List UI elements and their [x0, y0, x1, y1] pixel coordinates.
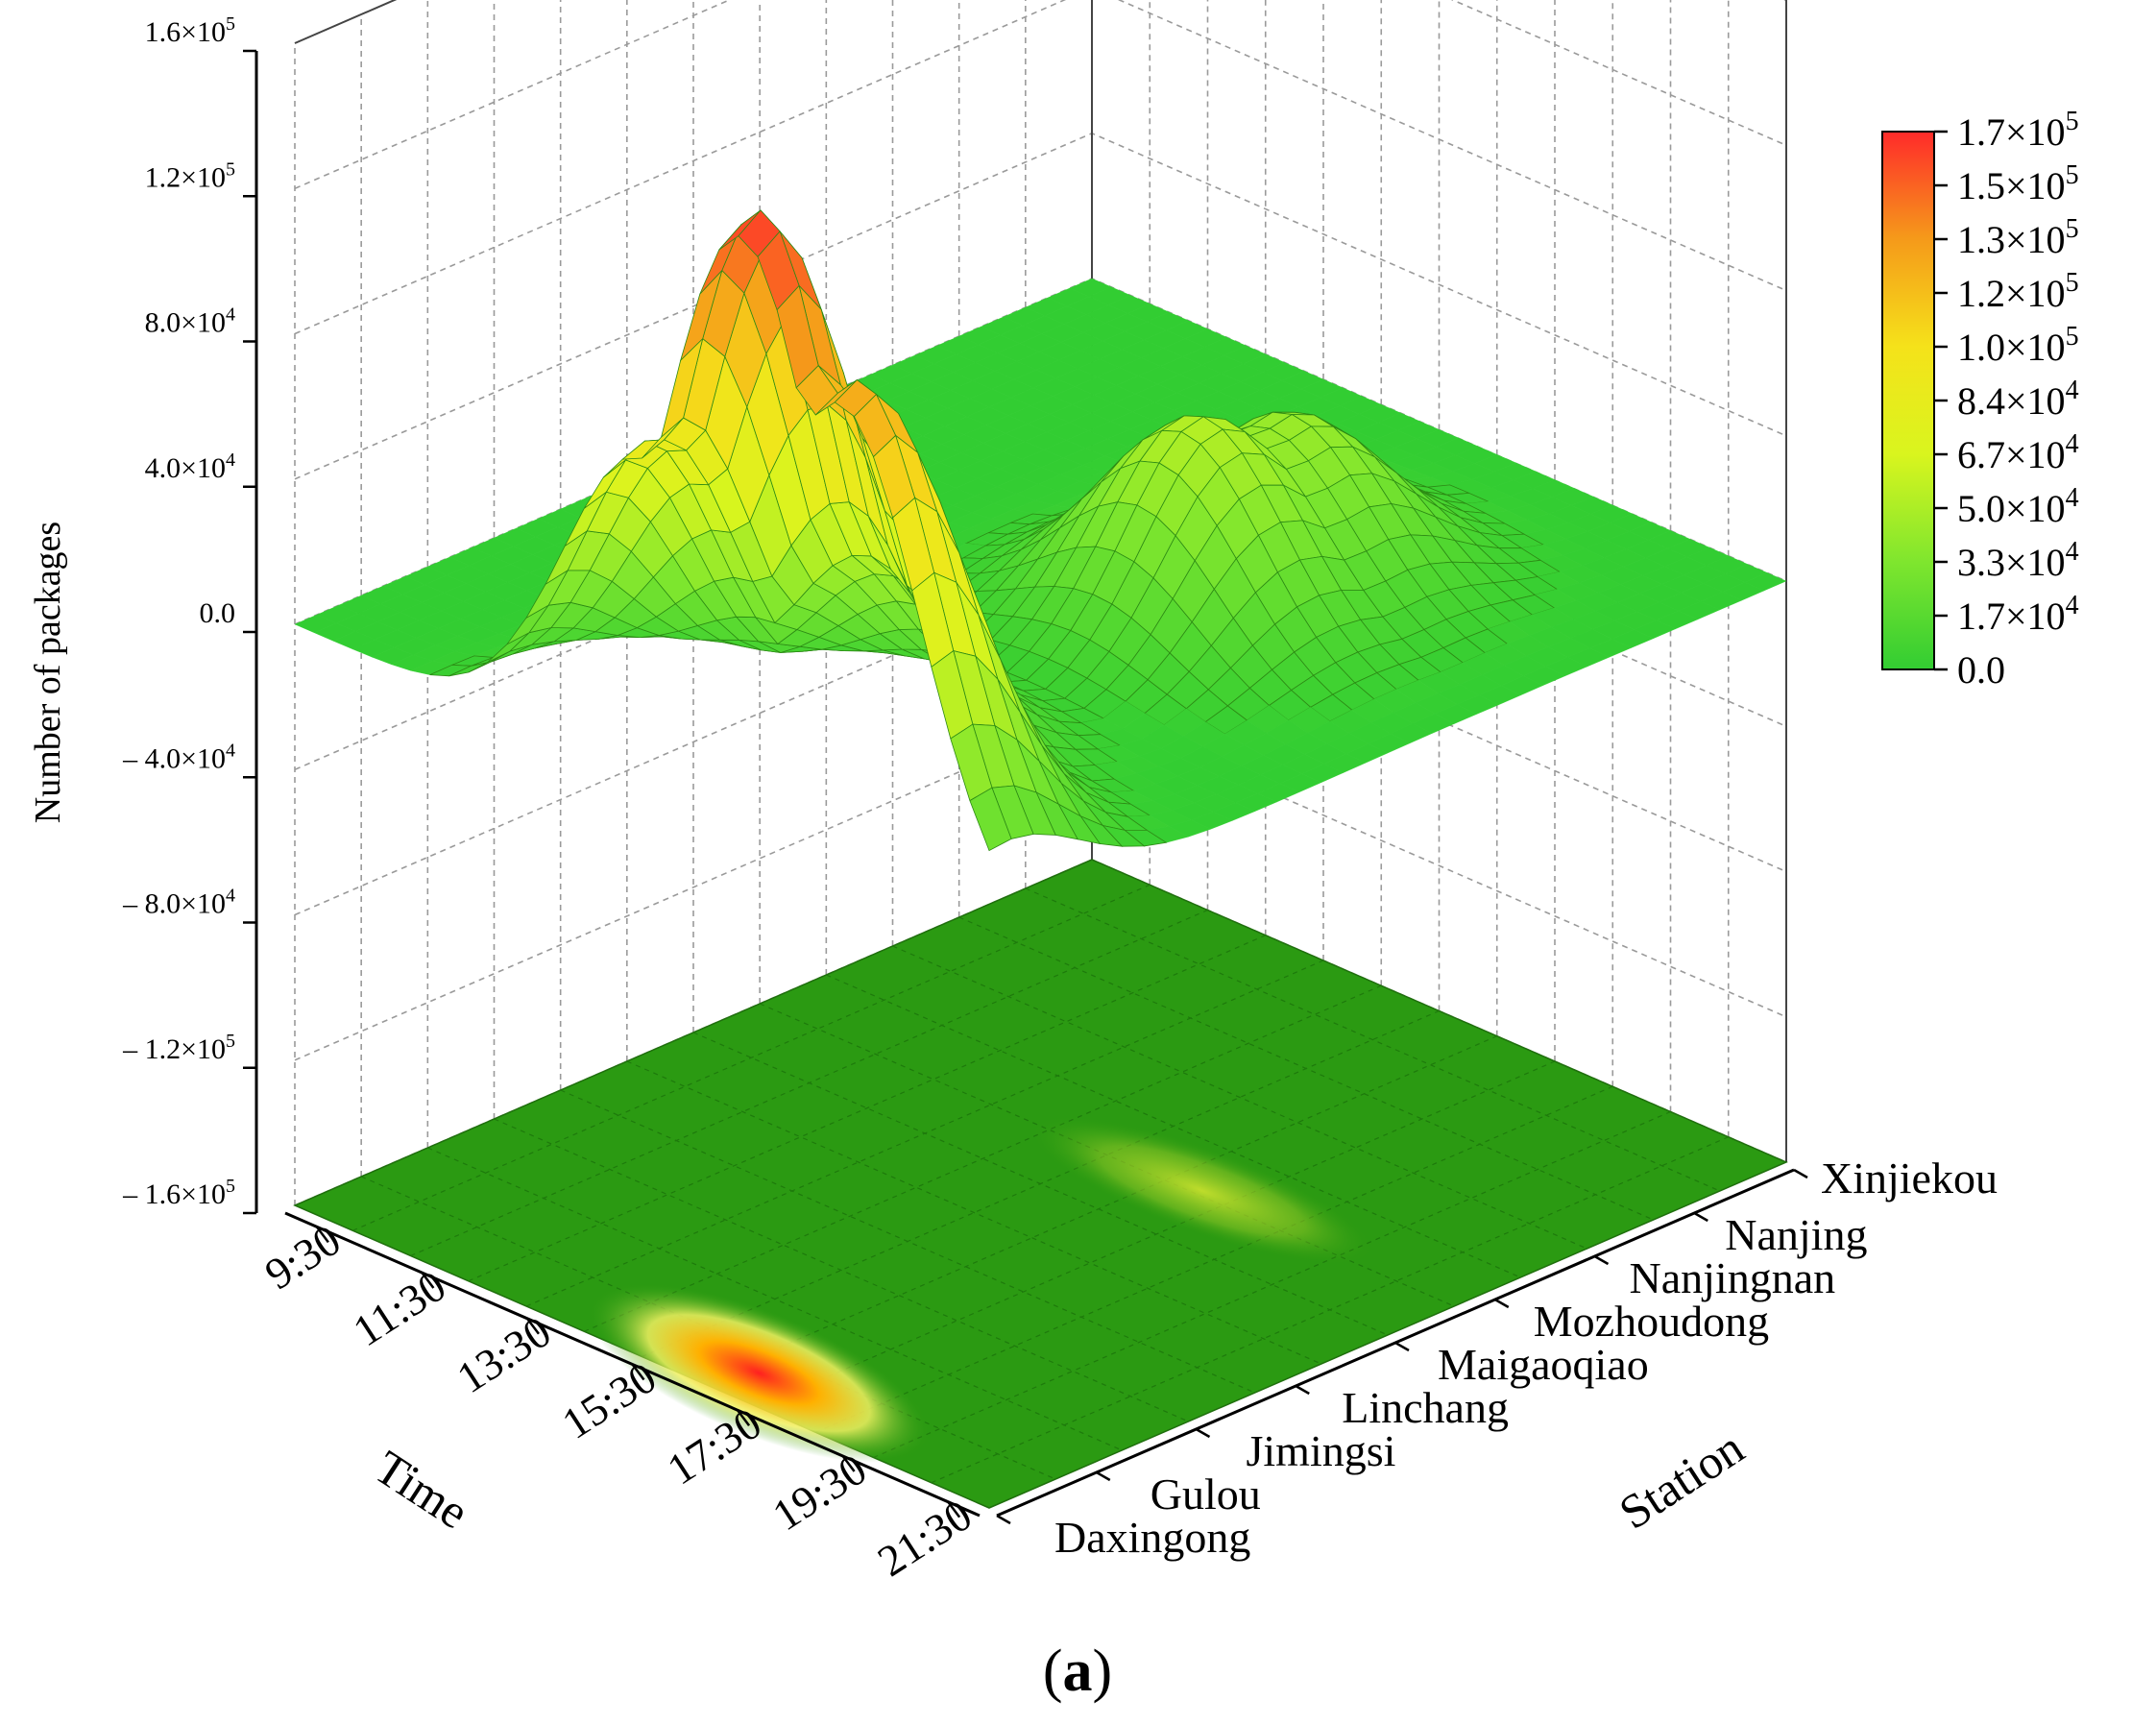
station-tick-label: Nanjingnan: [1630, 1253, 1836, 1302]
surface-cell: [969, 787, 1012, 852]
floor-hotspot: [588, 1283, 931, 1463]
floor-grid-line: [692, 1032, 1389, 1336]
time-tick-label: 21:30: [869, 1490, 981, 1586]
station-tick-label: Daxingong: [1054, 1513, 1250, 1562]
time-tick: [737, 1409, 751, 1426]
floor-grid-line: [873, 1110, 1671, 1459]
colorbar-tick-label: 0.0: [1957, 648, 2005, 692]
floor-grid-line: [892, 945, 1587, 1250]
time-tick: [315, 1226, 329, 1244]
floor-grid-line: [584, 984, 1382, 1332]
colorbar-gradient: [1881, 131, 1935, 670]
surface-mesh: [294, 209, 1787, 852]
station-tick: [1593, 1254, 1610, 1266]
time-tick-label: 11:30: [345, 1261, 454, 1356]
z-tick-label: 1.2×105: [145, 158, 235, 193]
grid-line: [294, 0, 1787, 190]
z-tick-label: 0.0: [200, 597, 236, 629]
panel-label: (a): [1043, 1639, 1112, 1704]
station-tick: [1494, 1298, 1510, 1309]
z-tick-label: 8.0×104: [145, 304, 235, 339]
floor-grid-line: [468, 935, 1266, 1282]
station-tick: [1693, 1211, 1708, 1223]
z-axis-title: Number of packages: [28, 522, 68, 823]
floor-grid-line: [826, 974, 1521, 1278]
station-tick-label: Mozhoudong: [1534, 1297, 1769, 1346]
colorbar-tick-label: 1.3×105: [1957, 214, 2079, 261]
z-tick-label: – 1.6×105: [122, 1176, 235, 1210]
floor-warm-spot: [1030, 1115, 1374, 1266]
z-tick-label: – 1.2×105: [122, 1031, 235, 1065]
z-tick-label: 1.6×105: [145, 13, 235, 48]
station-tick-label: Nanjing: [1725, 1210, 1867, 1259]
colorbar: 1.7×105 1.5×105 1.3×105 1.2×105 1.0×105 8.4×1…: [1881, 107, 2079, 692]
colorbar-tick-label: 3.3×104: [1957, 537, 2079, 584]
colorbar-tick-label: 1.0×105: [1957, 322, 2079, 369]
floor-grid-line: [352, 884, 1151, 1231]
z-tick-label: – 8.0×104: [122, 886, 235, 920]
colorbar-tick-label: 1.7×105: [1957, 107, 2079, 154]
station-tick-label: Linchang: [1342, 1383, 1509, 1432]
station-tick: [1295, 1384, 1310, 1396]
colorbar-tick-label: 1.2×105: [1957, 268, 2079, 315]
colorbar-tick-label: 5.0×104: [1957, 483, 2079, 530]
floor-grid-line: [427, 1147, 1123, 1451]
station-axis-title: Station: [1610, 1421, 1753, 1540]
floor-projection: [293, 859, 1788, 1509]
z-tick-label: – 4.0×104: [122, 740, 235, 774]
floor-grid-line: [1025, 887, 1721, 1192]
station-tick: [1195, 1427, 1211, 1439]
station-tick-label: Xinjiekou: [1821, 1154, 1998, 1203]
axes: 1.6×105 1.2×105 8.0×104 4.0×104 0.0 – 4.0×104…: [122, 13, 1998, 1586]
time-tick: [525, 1318, 540, 1335]
colorbar-tick-label: 8.4×104: [1957, 376, 2079, 423]
time-axis-title: Time: [365, 1440, 478, 1539]
time-tick: [947, 1500, 961, 1518]
floor-grid-line: [757, 1060, 1556, 1408]
time-tick-label: 9:30: [256, 1215, 349, 1299]
station-tick: [1394, 1341, 1410, 1352]
station-tick: [996, 1514, 1011, 1525]
colorbar-tick-label: 1.7×104: [1957, 591, 2079, 638]
colorbar-tick-label: 6.7×104: [1957, 429, 2079, 476]
time-tick: [841, 1455, 856, 1472]
time-tick: [631, 1363, 645, 1381]
floor-grid-line: [958, 916, 1654, 1221]
time-tick: [421, 1272, 435, 1289]
station-tick-label: Jimingsi: [1247, 1426, 1396, 1475]
floor-grid-line: [560, 1089, 1255, 1394]
floor-grid-line: [494, 1118, 1189, 1422]
grid-line: [294, 0, 1787, 335]
station-tick-label: Gulou: [1151, 1470, 1261, 1518]
colorbar-tick-label: 1.5×105: [1957, 160, 2079, 207]
floor-grid-line: [626, 1060, 1322, 1365]
time-tick-label: 13:30: [448, 1306, 560, 1402]
station-tick: [1793, 1168, 1808, 1179]
station-tick-label: Maigaoqiao: [1438, 1340, 1649, 1389]
station-tick: [1096, 1470, 1111, 1482]
z-tick-label: 4.0×104: [145, 449, 235, 484]
